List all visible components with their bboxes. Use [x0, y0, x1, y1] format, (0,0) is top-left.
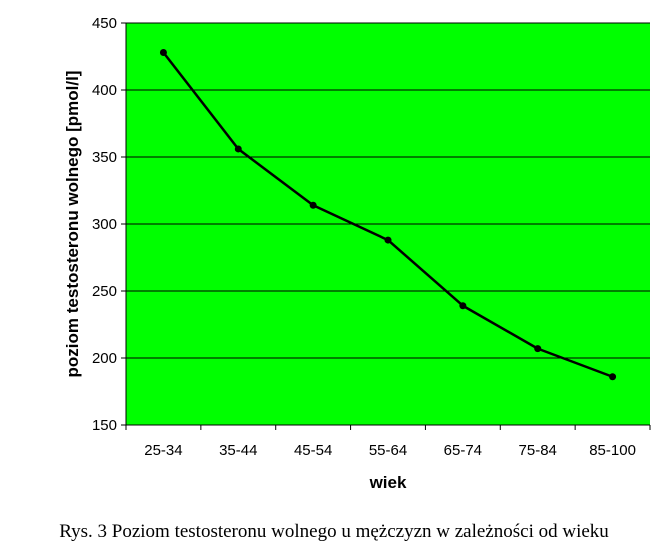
- data-point: [459, 302, 467, 310]
- axes: [121, 22, 651, 430]
- x-tick-label: 65-74: [444, 442, 482, 459]
- x-tick-label: 85-100: [589, 442, 636, 459]
- y-tick-label: 450: [92, 15, 117, 32]
- data-point: [309, 201, 317, 209]
- y-tick-label: 300: [92, 216, 117, 233]
- data-point: [159, 48, 167, 56]
- data-point: [609, 373, 617, 381]
- y-tick-label: 350: [92, 149, 117, 166]
- y-tick-label: 150: [92, 417, 117, 434]
- x-axis-title: wiek: [369, 473, 407, 492]
- y-tick-label: 200: [92, 350, 117, 367]
- y-axis-title: poziom testosteronu wolnego [pmol/l]: [63, 71, 82, 378]
- x-tick-label: 45-54: [294, 442, 332, 459]
- data-point: [534, 345, 542, 353]
- y-tick-labels: 150 200 250 300 350 400 450: [92, 15, 117, 434]
- data-point: [234, 145, 242, 153]
- y-tick-label: 250: [92, 283, 117, 300]
- data-point: [384, 236, 392, 244]
- gridlines: [126, 22, 650, 359]
- y-tick-label: 400: [92, 82, 117, 99]
- series: [159, 48, 617, 381]
- x-tick-labels: 25-34 35-44 45-54 55-64 65-74 75-84 85-100: [144, 442, 636, 459]
- figure-caption: Rys. 3 Poziom testosteronu wolnego u męż…: [59, 521, 609, 542]
- x-tick-label: 25-34: [144, 442, 182, 459]
- x-tick-label: 75-84: [519, 442, 557, 459]
- x-tick-label: 35-44: [219, 442, 257, 459]
- x-tick-label: 55-64: [369, 442, 407, 459]
